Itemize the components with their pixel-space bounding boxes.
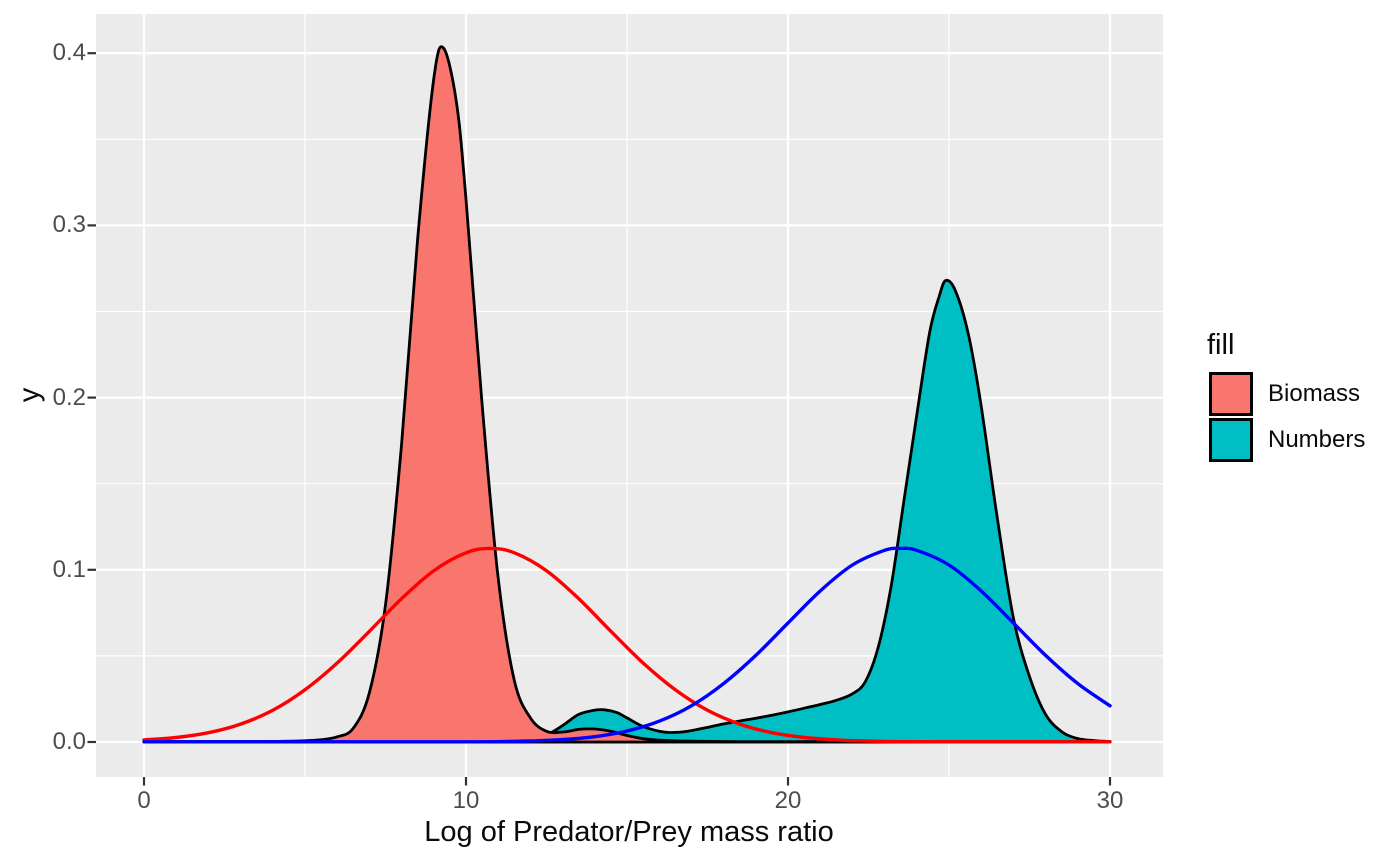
x-tick-label: 20 — [774, 787, 802, 814]
legend-label-biomass: Biomass — [1268, 380, 1361, 407]
x-tick-label: 30 — [1096, 787, 1124, 814]
biomass-normal-curve — [142, 546, 1112, 744]
legend-swatch-numbers — [1209, 418, 1253, 462]
y-tick-label: 0.3 — [52, 211, 86, 239]
legend-title: fill — [1207, 329, 1235, 361]
y-tick-label: 0.0 — [52, 728, 86, 755]
legend-swatch-biomass — [1209, 372, 1253, 416]
x-axis-title: Log of Predator/Prey mass ratio — [424, 816, 834, 848]
x-tick-label: 0 — [137, 787, 151, 814]
numbers-normal-curve — [142, 546, 1112, 744]
y-tick-label: 0.1 — [52, 555, 86, 583]
density-area-biomass — [142, 45, 1112, 744]
legend-item-numbers: Numbers — [1209, 418, 1365, 462]
legend: fill Biomass Numbers — [1207, 329, 1365, 462]
legend-label-numbers: Numbers — [1268, 426, 1366, 453]
x-tick-label: 10 — [452, 787, 480, 814]
y-tick-label: 0.4 — [52, 39, 86, 67]
legend-item-biomass: Biomass — [1209, 372, 1360, 416]
y-tick-label: 0.2 — [52, 383, 86, 411]
